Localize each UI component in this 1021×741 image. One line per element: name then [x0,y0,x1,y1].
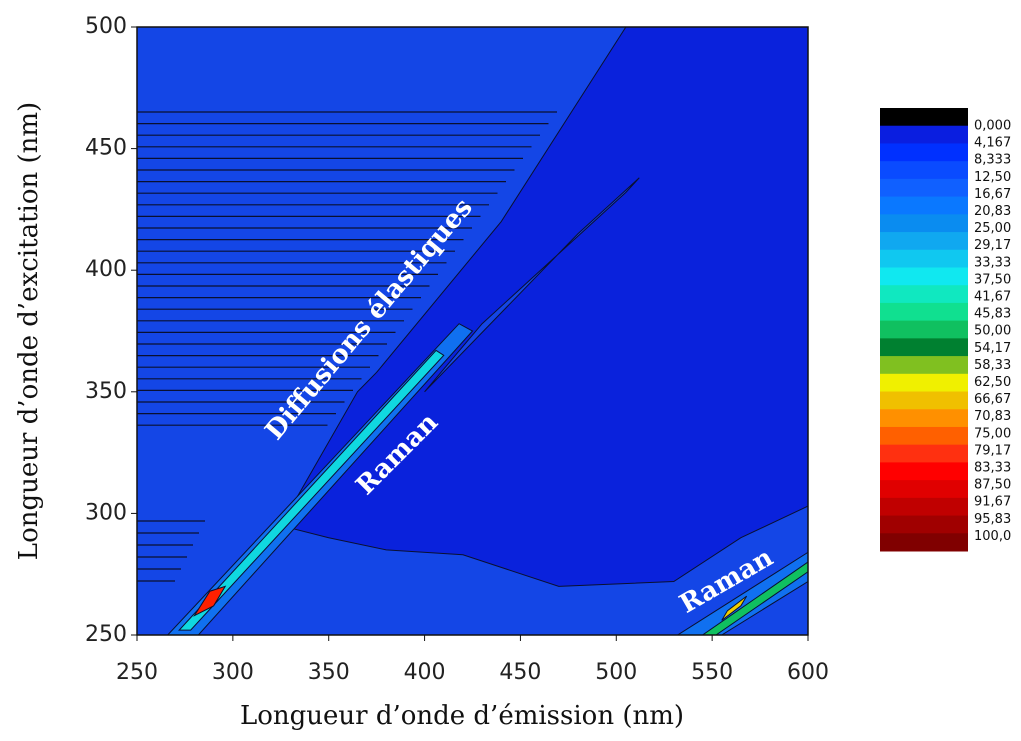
y-tick-label: 250 [85,622,127,647]
colorbar-band [880,320,968,339]
colorbar-band [880,356,968,375]
colorbar-label: 70,83 [974,409,1011,424]
colorbar-band [880,125,968,144]
colorbar-label: 0,000 [974,119,1011,134]
contour-region [424,177,640,393]
colorbar-band [880,338,968,357]
colorbar-band [880,232,968,251]
y-tick-label: 500 [85,14,127,39]
plot-area [137,27,808,635]
colorbar-band [880,533,968,552]
colorbar-label: 95,83 [974,512,1011,527]
x-axis-label: Longueur d’onde d’émission (nm) [240,701,684,731]
x-tick-label: 400 [404,660,446,685]
plot-frame [136,26,809,636]
colorbar-label: 54,17 [974,341,1011,356]
colorbar-label: 100,0 [974,529,1011,544]
colorbar-band [880,267,968,286]
y-tick-label: 400 [85,257,127,282]
colorbar-band [880,391,968,410]
contour-region [701,561,808,635]
x-tick-label: 350 [308,660,350,685]
colorbar-band [880,409,968,428]
x-tick-label: 550 [691,660,733,685]
colorbar-band [880,143,968,162]
colorbar-label: 12,50 [974,170,1011,185]
colorbar-band [880,426,968,446]
colorbar-label: 45,83 [974,307,1011,322]
colorbar-label: 58,33 [974,358,1011,373]
x-tick-label: 500 [595,660,637,685]
colorbar-label: 87,50 [974,478,1011,493]
colorbar-band [880,480,968,499]
colorbar-band [880,108,968,127]
colorbar-label: 16,67 [974,187,1011,202]
colorbar-band [880,373,968,393]
colorbar-label: 37,50 [974,272,1011,287]
colorbar-band [880,285,968,304]
colorbar-band [880,444,968,463]
x-tick-label: 600 [787,660,829,685]
contour-region [193,585,227,617]
colorbar-label: 4,167 [974,136,1011,151]
colorbar-label: 62,50 [974,375,1011,390]
y-axis-label: Longueur d’onde d’excitation (nm) [14,102,44,560]
colorbar-band [880,249,968,268]
colorbar-label: 83,33 [974,461,1011,476]
x-tick-label: 300 [212,660,254,685]
colorbar-band [880,214,968,233]
contour-region [280,27,808,587]
contour-region [178,349,445,631]
colorbar-label: 33,33 [974,255,1011,270]
colorbar-band [880,302,968,322]
colorbar-label: 8,333 [974,153,1011,168]
colorbar-band [880,196,968,215]
y-tick-label: 300 [85,500,127,525]
colorbar-band [880,462,968,481]
colorbar-label: 20,83 [974,204,1011,219]
colorbar-label: 91,67 [974,495,1011,510]
contour-region [676,551,808,635]
colorbar-label: 41,67 [974,290,1011,305]
colorbar-band [880,497,968,517]
colorbar-band [880,515,968,534]
x-tick-label: 250 [116,660,158,685]
colorbar-label: 50,00 [974,324,1011,339]
colorbar-label: 29,17 [974,238,1011,253]
x-tick-label: 450 [499,660,541,685]
colorbar-label: 25,00 [974,221,1011,236]
contour-region [721,595,748,621]
colorbar-label: 79,17 [974,443,1011,458]
colorbar-band [880,161,968,180]
y-tick-label: 450 [85,136,127,161]
colorbar-label: 75,00 [974,426,1011,441]
y-tick-label: 350 [85,379,127,404]
colorbar-label: 66,67 [974,392,1011,407]
colorbar-band [880,178,968,198]
